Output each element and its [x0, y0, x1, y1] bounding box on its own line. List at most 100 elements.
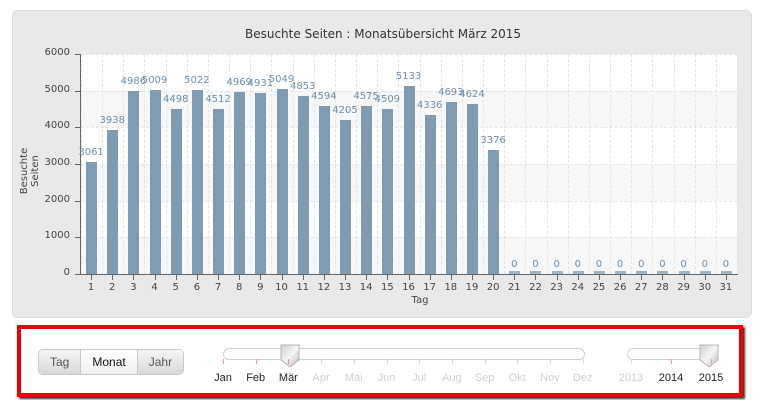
bar[interactable] [234, 91, 246, 274]
x-tick-label: 29 [677, 282, 690, 293]
bar[interactable] [466, 104, 478, 274]
bar[interactable] [424, 115, 436, 274]
x-tick-label: 28 [656, 282, 669, 293]
month-label[interactable]: Mär [278, 372, 298, 384]
bar[interactable] [128, 91, 140, 274]
month-label[interactable]: Okt [508, 372, 526, 384]
year-tick [671, 359, 672, 364]
v-gridline [419, 54, 421, 274]
v-gridline [694, 54, 696, 274]
month-label[interactable]: Feb [246, 372, 266, 384]
x-tick [598, 275, 600, 280]
year-label[interactable]: 2015 [698, 372, 724, 384]
x-tick-label: 8 [236, 282, 243, 293]
v-gridline [525, 54, 527, 274]
bar[interactable] [572, 271, 584, 274]
bar[interactable] [382, 108, 394, 274]
bar[interactable] [678, 271, 690, 274]
v-gridline [440, 54, 442, 274]
bar-value-label: 4594 [311, 90, 337, 102]
bar[interactable] [170, 109, 182, 274]
month-label[interactable]: Aug [442, 372, 462, 384]
month-label[interactable]: Nov [540, 372, 560, 384]
month-label[interactable]: Jun [377, 372, 396, 384]
v-gridline [461, 54, 463, 274]
y-tick [75, 200, 80, 202]
x-tick-label: 21 [507, 282, 521, 293]
x-tick [662, 275, 664, 280]
bar-value-label: 0 [574, 259, 581, 270]
bar[interactable] [720, 271, 732, 274]
bar[interactable] [107, 129, 119, 274]
view-year-button[interactable]: Jahr [137, 350, 184, 374]
bar[interactable] [699, 271, 711, 274]
bar-value-label: 0 [722, 259, 730, 270]
month-slider-track[interactable] [223, 348, 585, 360]
x-tick [366, 275, 368, 280]
month-label[interactable]: Dez [572, 372, 593, 384]
bar[interactable] [551, 271, 563, 274]
x-tick [345, 275, 347, 280]
view-month-button[interactable]: Monat [81, 350, 138, 374]
x-tick-label: 20 [486, 282, 500, 293]
month-label[interactable]: Jul [412, 372, 427, 384]
x-tick [450, 275, 452, 280]
x-tick [260, 275, 262, 280]
x-tick [175, 275, 177, 280]
month-slider-handle[interactable] [280, 344, 300, 368]
shield-handle-icon [280, 344, 300, 368]
bar[interactable] [615, 271, 627, 274]
bar[interactable] [213, 108, 225, 274]
bar-value-label: 3938 [99, 114, 125, 126]
y-axis-title: Besuchte Seiten [19, 147, 41, 195]
v-gridline [81, 54, 82, 274]
v-gridline [398, 54, 400, 274]
x-tick [133, 275, 135, 280]
bar[interactable] [509, 271, 521, 274]
y-tick-label: 5000 [44, 83, 70, 95]
month-label[interactable]: Mai [344, 372, 363, 384]
x-tick-label: 10 [275, 282, 288, 293]
v-gridline [165, 54, 167, 274]
bar[interactable] [149, 90, 161, 274]
x-tick-label: 3 [130, 282, 137, 293]
bar[interactable] [86, 161, 98, 274]
y-tick-label: 3000 [44, 157, 70, 168]
y-tick [75, 237, 80, 239]
x-tick [556, 275, 558, 280]
view-day-button[interactable]: Tag [39, 350, 82, 374]
x-tick [514, 275, 516, 280]
bar[interactable] [297, 96, 309, 274]
bar-value-label: 5049 [268, 73, 295, 85]
year-slider-handle[interactable] [699, 344, 719, 368]
x-tick-label: 15 [380, 282, 394, 293]
bar[interactable] [361, 106, 373, 274]
bar[interactable] [530, 271, 542, 274]
bar[interactable] [657, 271, 669, 274]
month-tick [353, 359, 355, 364]
bar[interactable] [191, 89, 203, 274]
month-tick [386, 359, 388, 364]
bar[interactable] [276, 88, 288, 274]
bar[interactable] [488, 150, 500, 274]
x-tick [323, 275, 325, 280]
bar[interactable] [593, 271, 605, 274]
bar[interactable] [340, 119, 352, 274]
bar[interactable] [255, 93, 267, 274]
month-label[interactable]: Apr [312, 372, 330, 384]
bar[interactable] [636, 271, 648, 274]
bar-value-label: 4693 [438, 86, 464, 98]
month-label[interactable]: Jan [214, 372, 232, 384]
month-tick [288, 359, 290, 364]
bar[interactable] [403, 85, 415, 274]
x-tick [91, 275, 93, 280]
year-label[interactable]: 2013 [618, 372, 644, 384]
bar[interactable] [445, 101, 457, 274]
v-gridline [292, 54, 294, 274]
x-tick [683, 275, 685, 280]
y-tick-label: 1000 [44, 230, 70, 242]
month-label[interactable]: Sep [474, 372, 495, 384]
year-label[interactable]: 2014 [658, 372, 684, 384]
bar[interactable] [318, 105, 330, 274]
x-tick [196, 275, 198, 280]
